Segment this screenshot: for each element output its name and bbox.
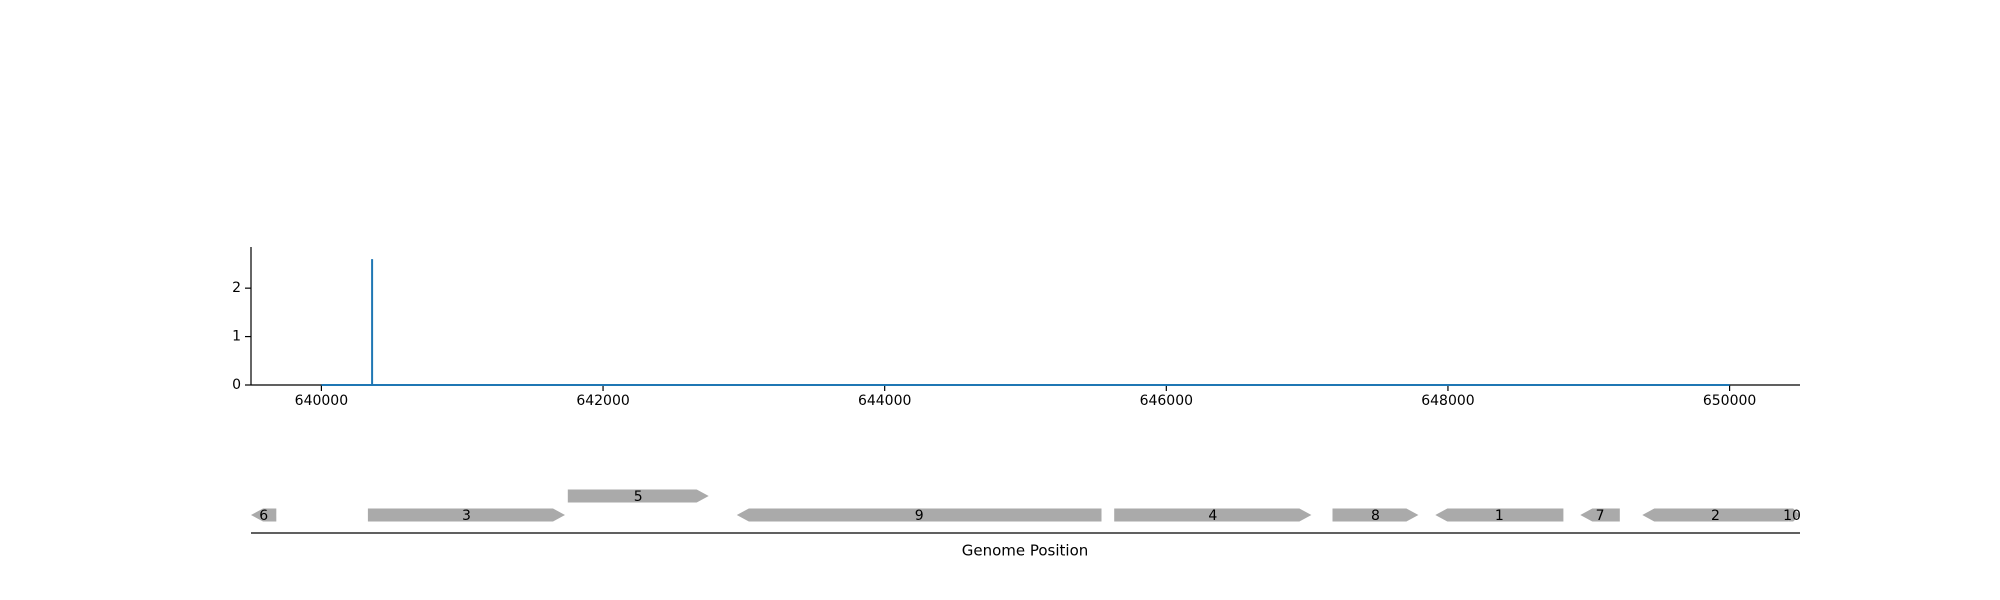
gene-arrow <box>1580 508 1620 522</box>
gene-arrow <box>1332 508 1419 522</box>
gene-label: 3 <box>462 508 471 524</box>
gene-arrow <box>1114 508 1312 522</box>
gene-label: 10 <box>1783 508 1801 524</box>
gene-arrow <box>367 508 565 522</box>
gene-arrow <box>736 508 1102 522</box>
x-tick-label: 648000 <box>1421 393 1474 409</box>
x-axis-label: Genome Position <box>962 542 1089 560</box>
x-tick-group: 640000 642000 644000 646000 648000 650000 <box>295 385 1756 409</box>
gene-arrow <box>1788 508 1800 522</box>
coverage-plot: 0 1 2 640000 642000 644000 646000 648000 650000 <box>232 247 1800 409</box>
gene-label: 1 <box>1495 508 1504 524</box>
x-tick-label: 642000 <box>576 393 629 409</box>
series-layer <box>321 259 1730 386</box>
x-tick-label: 644000 <box>858 393 911 409</box>
gene-label: 7 <box>1596 508 1605 524</box>
gene-label: 8 <box>1371 508 1380 524</box>
genes-layer: 6 3 5 9 4 8 1 7 2 10 <box>251 489 1801 524</box>
gene-arrow <box>251 508 277 522</box>
gene-label: 4 <box>1208 508 1217 524</box>
y-tick-label: 1 <box>232 329 241 345</box>
coverage-series-line <box>321 259 1730 386</box>
gene-label: 5 <box>634 489 643 505</box>
y-tick-label: 2 <box>232 280 241 296</box>
gene-label: 9 <box>915 508 924 524</box>
x-tick-label: 646000 <box>1140 393 1193 409</box>
gene-label: 6 <box>259 508 268 524</box>
x-tick-label: 640000 <box>295 393 348 409</box>
gene-arrow <box>1435 508 1564 522</box>
gene-arrow <box>567 489 709 503</box>
gene-map: 6 3 5 9 4 8 1 7 2 10 Genome Position <box>251 489 1801 560</box>
gene-arrow <box>1642 508 1789 522</box>
y-tick-label: 0 <box>232 377 241 393</box>
gene-label: 2 <box>1711 508 1720 524</box>
y-tick-group: 0 1 2 <box>232 280 251 393</box>
x-tick-label: 650000 <box>1703 393 1756 409</box>
